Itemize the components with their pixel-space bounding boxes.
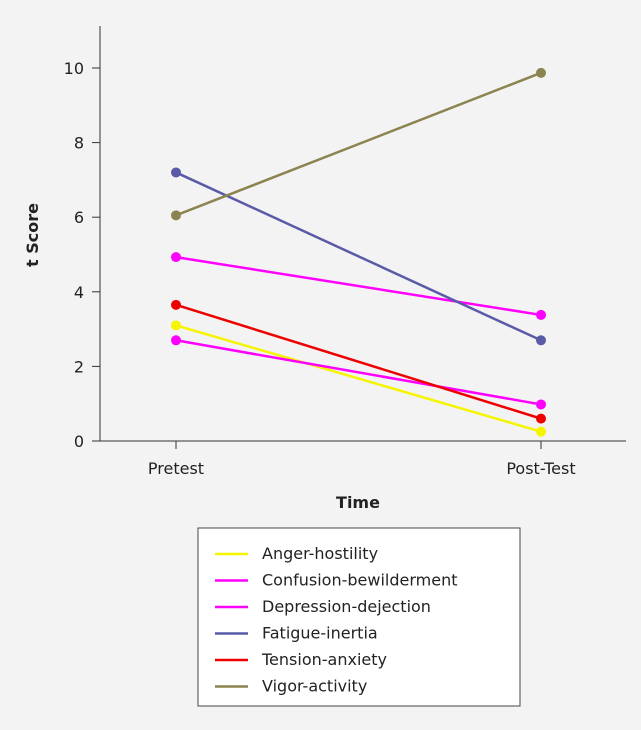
x-tick-label: Pretest	[148, 459, 204, 478]
series-depression-dejection	[171, 252, 546, 320]
data-point-anger-hostility-0	[171, 320, 181, 331]
legend-label: Confusion-bewilderment	[262, 571, 457, 590]
legend-box	[197, 527, 521, 707]
legend-label: Anger-hostility	[262, 544, 378, 563]
legend-label: Fatigue-inertia	[262, 624, 378, 643]
data-point-depression-dejection-1	[536, 309, 546, 320]
y-ticks: 0 2 4 6 8 10	[64, 59, 100, 451]
y-tick-label: 4	[74, 283, 84, 302]
x-tick-label: Post-Test	[506, 459, 575, 478]
y-tick-label: 8	[74, 134, 84, 153]
data-point-tension-anxiety-0	[171, 299, 181, 310]
data-point-confusion-bewilderment-0	[171, 335, 181, 346]
series-line-depression-dejection	[175, 255, 542, 317]
y-tick-label: 6	[74, 208, 84, 227]
series-tension-anxiety	[171, 299, 546, 424]
data-point-tension-anxiety-1	[536, 413, 546, 424]
legend-label: Depression-dejection	[262, 597, 431, 616]
series-anger-hostility	[171, 320, 546, 437]
data-point-vigor-activity-1	[536, 67, 546, 78]
series-line-vigor-activity	[175, 71, 542, 217]
data-point-confusion-bewilderment-1	[536, 399, 546, 410]
data-point-anger-hostility-1	[536, 426, 546, 437]
series-lines	[171, 67, 546, 437]
series-vigor-activity	[171, 67, 546, 221]
series-fatigue-inertia	[171, 167, 546, 346]
x-ticks: Pretest Post-Test	[148, 441, 576, 478]
legend: Anger-hostility Confusion-bewilderment Dep…	[197, 527, 521, 707]
data-point-fatigue-inertia-0	[171, 167, 181, 178]
series-line-fatigue-inertia	[175, 171, 542, 342]
data-point-depression-dejection-0	[171, 252, 181, 263]
data-point-fatigue-inertia-1	[536, 335, 546, 346]
legend-label: Vigor-activity	[262, 677, 367, 696]
x-axis-title: Time	[336, 493, 380, 512]
axes	[99, 26, 626, 442]
series-line-confusion-bewilderment	[175, 339, 542, 406]
legend-label: Tension-anxiety	[261, 650, 387, 669]
y-tick-label: 2	[74, 357, 84, 376]
series-line-anger-hostility	[175, 324, 542, 433]
y-tick-label: 0	[74, 432, 84, 451]
y-axis-title: t Score	[23, 203, 42, 267]
data-point-vigor-activity-0	[171, 210, 181, 221]
series-line-tension-anxiety	[175, 303, 542, 420]
y-tick-label: 10	[64, 59, 84, 78]
series-confusion-bewilderment	[171, 335, 546, 410]
